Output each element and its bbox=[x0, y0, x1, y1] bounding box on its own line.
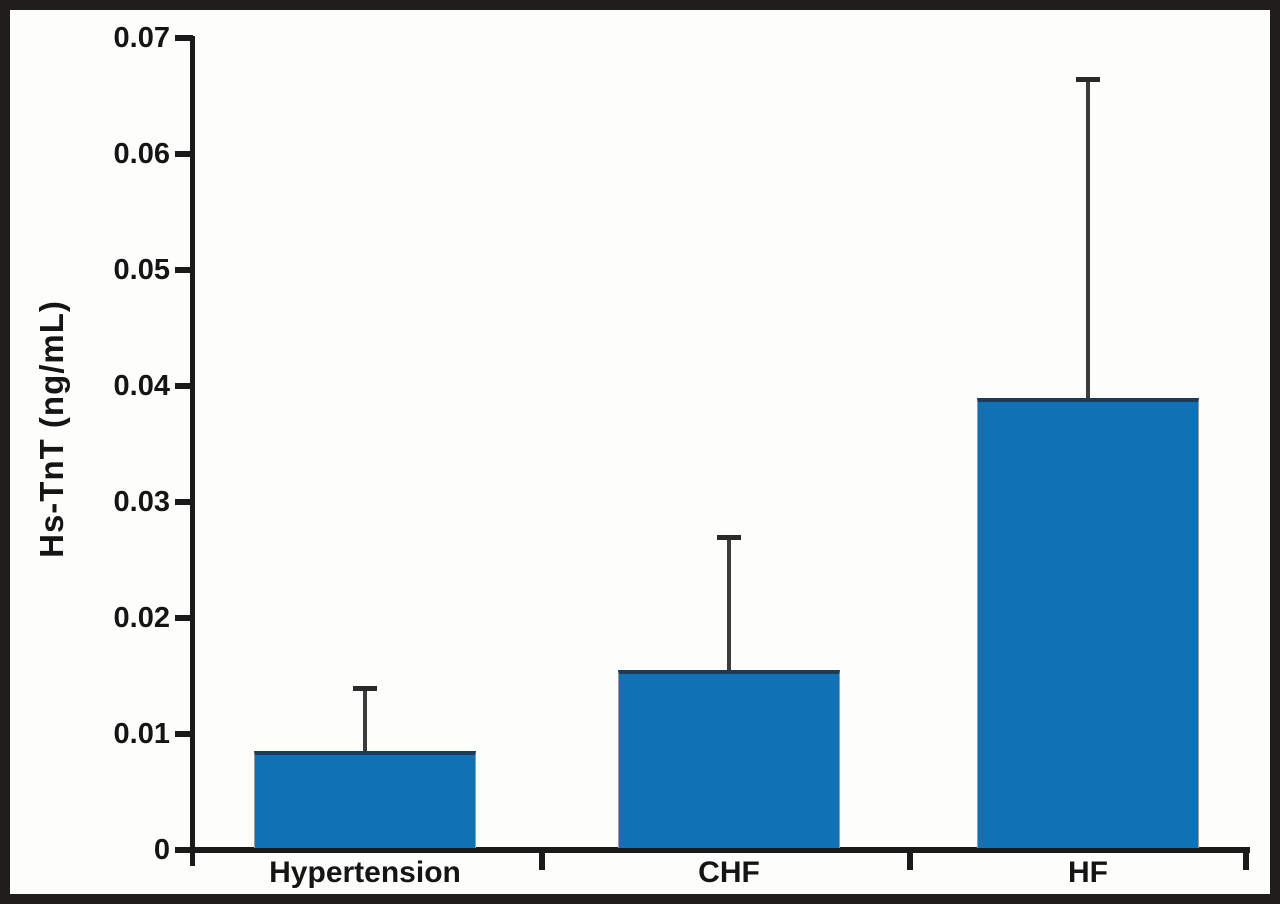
y-tick-label: 0 bbox=[153, 834, 170, 866]
y-tick bbox=[175, 267, 193, 273]
error-bar bbox=[1086, 78, 1090, 402]
y-tick-label: 0.07 bbox=[113, 22, 170, 54]
y-tick bbox=[175, 151, 193, 157]
x-tick bbox=[539, 850, 545, 870]
y-tick bbox=[175, 35, 193, 41]
error-bar bbox=[727, 536, 731, 675]
y-tick bbox=[175, 615, 193, 621]
y-tick bbox=[175, 499, 193, 505]
y-tick-label: 0.04 bbox=[113, 370, 170, 402]
error-bar-cap bbox=[717, 534, 741, 540]
y-tick-label: 0.02 bbox=[113, 602, 170, 634]
x-tick bbox=[907, 850, 913, 870]
bar-chf bbox=[618, 670, 840, 848]
y-tick-label: 0.05 bbox=[113, 254, 170, 286]
bar-hf bbox=[977, 397, 1199, 848]
bar-hypertension bbox=[254, 751, 476, 848]
y-tick-label: 0.01 bbox=[113, 718, 170, 750]
y-tick bbox=[175, 731, 193, 737]
error-bar-cap bbox=[1076, 76, 1100, 82]
y-axis-line bbox=[190, 36, 195, 866]
x-tick bbox=[1243, 850, 1249, 870]
error-bar-cap bbox=[353, 685, 377, 691]
y-tick-label: 0.06 bbox=[113, 138, 170, 170]
y-tick bbox=[175, 847, 193, 853]
x-category-label-chf: CHF bbox=[698, 856, 760, 889]
y-tick-label: 0.03 bbox=[113, 486, 170, 518]
x-category-label-hypertension: Hypertension bbox=[269, 856, 461, 889]
y-axis-label: Hs-TnT (ng/mL) bbox=[33, 300, 70, 558]
x-category-label-hf: HF bbox=[1068, 856, 1108, 889]
x-axis-line bbox=[190, 847, 1250, 853]
y-tick bbox=[175, 383, 193, 389]
error-bar bbox=[363, 687, 367, 756]
